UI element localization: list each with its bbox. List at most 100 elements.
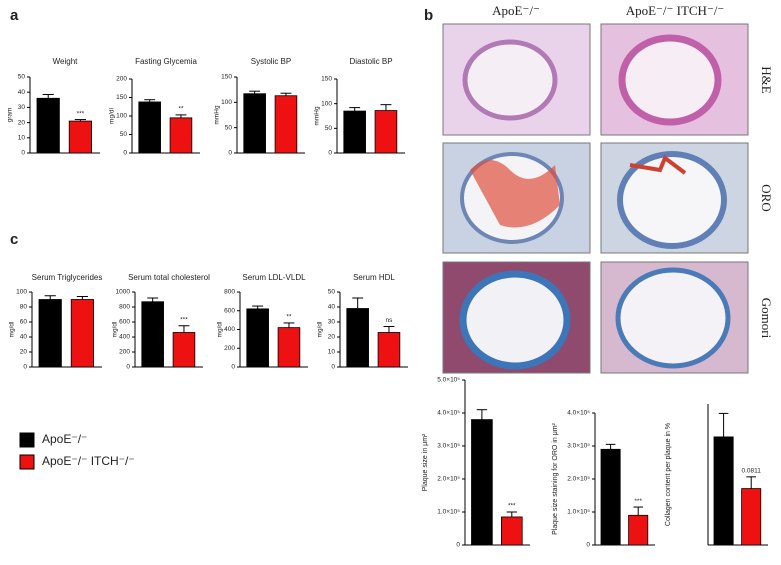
y-axis-label: Collagen content per plaque in % bbox=[665, 423, 672, 526]
bar bbox=[68, 120, 92, 154]
y-tick-label: 100 bbox=[221, 99, 232, 106]
panel-letter: c bbox=[10, 231, 18, 248]
y-tick-label: 600 bbox=[119, 319, 130, 326]
significance-label: ns bbox=[386, 317, 394, 324]
bar bbox=[246, 308, 269, 368]
y-tick-label: 0 bbox=[126, 364, 130, 371]
column-label: ApoE⁻/⁻ bbox=[492, 3, 540, 18]
y-axis-label: Plaque size in μm² bbox=[422, 433, 429, 491]
row-label: Gomori bbox=[759, 298, 774, 339]
bar bbox=[274, 95, 298, 154]
y-tick-label: 2.0×10⁵ bbox=[437, 476, 460, 483]
y-tick-label: 10 bbox=[328, 349, 336, 356]
y-axis-label: mg/dl bbox=[9, 321, 16, 337]
y-tick-label: 0 bbox=[586, 542, 590, 549]
y-axis-label: mg/dl bbox=[109, 108, 116, 124]
y-tick-label: 3.0×10⁵ bbox=[437, 443, 460, 450]
y-tick-label: 50 bbox=[18, 74, 26, 81]
significance-label: *** bbox=[508, 503, 516, 510]
legend-swatch bbox=[19, 454, 35, 470]
significance-label: *** bbox=[180, 316, 188, 323]
bar bbox=[169, 117, 193, 154]
y-tick-label: 100 bbox=[16, 289, 27, 296]
y-tick-label: 0 bbox=[228, 150, 232, 157]
y-tick-label: 20 bbox=[328, 334, 336, 341]
legend-label: ApoE⁻/⁻ bbox=[42, 432, 87, 446]
y-tick-label: 3.0×10⁵ bbox=[567, 443, 590, 450]
y-tick-label: 600 bbox=[224, 307, 235, 314]
panel-letter: a bbox=[10, 7, 19, 24]
bar bbox=[500, 516, 523, 546]
chart-title: Serum LDL-VLDL bbox=[242, 273, 306, 282]
legend-label: ApoE⁻/⁻ ITCH⁻/⁻ bbox=[42, 454, 135, 468]
bar bbox=[138, 101, 161, 154]
y-tick-label: 0 bbox=[123, 150, 127, 157]
significance-label: ** bbox=[286, 314, 292, 321]
y-tick-label: 200 bbox=[116, 76, 127, 83]
y-tick-label: 50 bbox=[325, 125, 333, 132]
chart-title: Weight bbox=[53, 57, 79, 66]
y-tick-label: 20 bbox=[20, 349, 28, 356]
y-tick-label: 150 bbox=[116, 94, 127, 101]
bar bbox=[471, 419, 493, 546]
y-tick-label: 1.0×10⁵ bbox=[567, 509, 590, 516]
y-tick-label: 0 bbox=[23, 364, 27, 371]
y-tick-label: 4.0×10⁵ bbox=[567, 410, 590, 417]
y-tick-label: 150 bbox=[321, 76, 332, 83]
y-tick-label: 150 bbox=[221, 74, 232, 81]
bar bbox=[70, 299, 94, 368]
y-tick-label: 10 bbox=[18, 135, 26, 142]
chart-title: Diastolic BP bbox=[349, 57, 392, 66]
y-tick-label: 40 bbox=[18, 89, 26, 96]
y-tick-label: 40 bbox=[328, 304, 336, 311]
y-tick-label: 50 bbox=[328, 289, 336, 296]
y-axis-label: mg/dl bbox=[217, 321, 224, 337]
y-tick-label: 200 bbox=[224, 345, 235, 352]
y-tick-label: 50 bbox=[120, 131, 128, 138]
y-tick-label: 400 bbox=[119, 334, 130, 341]
bar bbox=[243, 93, 266, 154]
y-tick-label: 0 bbox=[328, 150, 332, 157]
y-tick-label: 1000 bbox=[116, 289, 131, 296]
row-label: H&E bbox=[759, 66, 774, 94]
chart-title: Fasting Glycemia bbox=[135, 57, 197, 66]
significance-label: ** bbox=[178, 106, 184, 113]
y-tick-label: 60 bbox=[20, 319, 28, 326]
significance-label: *** bbox=[77, 110, 85, 117]
y-tick-label: 0 bbox=[456, 542, 460, 549]
y-tick-label: 800 bbox=[224, 289, 235, 296]
y-tick-label: 800 bbox=[119, 304, 130, 311]
y-tick-label: 0 bbox=[21, 150, 25, 157]
y-axis-label: mmHg bbox=[214, 105, 221, 125]
bar bbox=[628, 514, 649, 546]
bar bbox=[377, 332, 401, 368]
y-tick-label: 200 bbox=[119, 349, 130, 356]
y-tick-label: 1.0×10⁵ bbox=[437, 509, 460, 516]
histology-grid bbox=[442, 23, 749, 374]
y-tick-label: 100 bbox=[116, 113, 127, 120]
y-tick-label: 80 bbox=[20, 304, 28, 311]
y-tick-label: 40 bbox=[20, 334, 28, 341]
y-axis-label: Plaque size staining for ORO in μm² bbox=[552, 422, 559, 534]
legend-swatch bbox=[19, 432, 35, 448]
y-tick-label: 30 bbox=[18, 104, 26, 111]
bar bbox=[741, 488, 762, 546]
y-tick-label: 2.0×10⁵ bbox=[567, 476, 590, 483]
chart-title: Serum Triglycerides bbox=[32, 273, 103, 282]
y-tick-label: 50 bbox=[225, 124, 233, 131]
significance-label: 0.0811 bbox=[741, 468, 761, 475]
y-tick-label: 0 bbox=[331, 364, 335, 371]
chart-title: Systolic BP bbox=[251, 57, 291, 66]
bar bbox=[172, 332, 196, 368]
chart-title: Serum total cholesterol bbox=[128, 273, 210, 282]
row-label: ORO bbox=[759, 184, 774, 211]
bar bbox=[346, 308, 369, 368]
bar bbox=[277, 327, 301, 368]
y-tick-label: 4.0×10⁵ bbox=[437, 410, 460, 417]
y-axis-label: mg/dl bbox=[317, 321, 324, 337]
y-tick-label: 0 bbox=[231, 364, 235, 371]
bar bbox=[343, 110, 366, 154]
y-tick-label: 400 bbox=[224, 326, 235, 333]
y-axis-label: gram bbox=[7, 108, 14, 123]
bar bbox=[374, 110, 398, 154]
